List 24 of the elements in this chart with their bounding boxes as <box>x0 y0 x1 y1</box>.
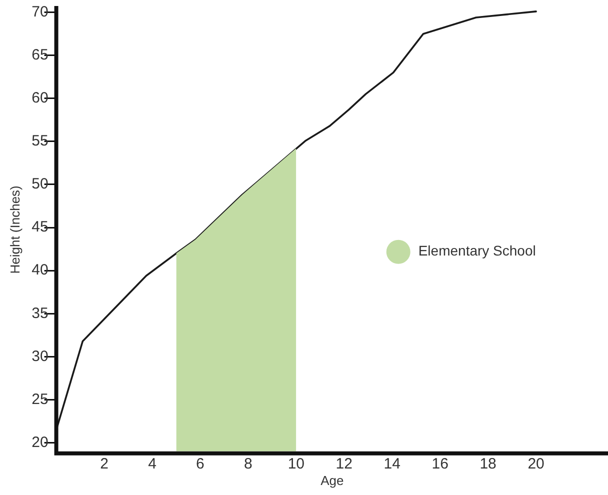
x-tick-label: 4 <box>148 456 156 473</box>
y-axis-title: Height (Inches) <box>7 186 22 274</box>
y-tick-label: 65 <box>32 46 48 64</box>
x-tick-label: 18 <box>480 456 496 473</box>
x-tick-label: 8 <box>244 456 252 473</box>
legend-label: Elementary School <box>418 242 536 259</box>
y-tick-label: 25 <box>32 390 48 408</box>
y-tick-label: 40 <box>32 262 48 279</box>
x-tick-label: 6 <box>196 456 204 473</box>
y-tick-label: 20 <box>32 434 48 451</box>
x-tick-label: 16 <box>432 456 448 473</box>
y-tick-label: 30 <box>32 348 48 365</box>
x-tick-label: 10 <box>288 456 305 473</box>
y-tick-label: 45 <box>32 218 48 236</box>
y-tick-label: 60 <box>32 90 48 107</box>
y-tick-label: 55 <box>32 132 48 150</box>
x-axis-title: Age <box>320 472 344 488</box>
x-tick-label: 14 <box>384 456 400 473</box>
y-tick-label: 70 <box>32 3 48 20</box>
x-tick-label: 20 <box>528 456 544 473</box>
y-tick-label: 35 <box>32 304 48 322</box>
x-tick-label: 2 <box>100 456 108 473</box>
y-tick-label: 50 <box>32 176 48 193</box>
x-tick-label: 12 <box>336 456 352 473</box>
